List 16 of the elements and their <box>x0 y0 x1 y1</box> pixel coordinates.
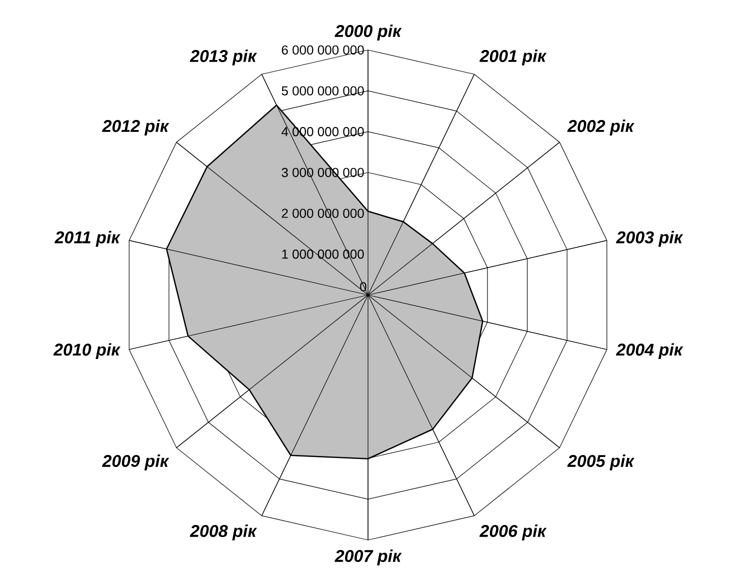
spoke-label: 2003 рік <box>616 230 684 247</box>
spoke-label: 2005 рік <box>567 454 634 470</box>
spoke-label: 2000 рік <box>334 24 402 40</box>
spoke-label: 2002 рік <box>567 120 634 136</box>
spoke-label: 2012 рік <box>102 120 170 136</box>
spoke-label: 2001 рік <box>479 50 547 66</box>
y-tick-label: 5 000 000 000 <box>282 86 364 96</box>
y-tick-label: 6 000 000 000 <box>282 45 364 55</box>
spoke-label: 2010 рік <box>53 343 120 360</box>
spoke-label: 2013 рік <box>190 50 258 66</box>
spoke-label: 2009 рік <box>102 454 170 470</box>
spoke-label: 2006 рік <box>479 524 547 540</box>
spoke-label: 2007 рік <box>334 550 402 566</box>
spoke-label: 2008 рік <box>190 524 258 540</box>
spoke-label: 2004 рік <box>616 343 684 360</box>
spoke-label: 2011 рік <box>54 230 120 247</box>
